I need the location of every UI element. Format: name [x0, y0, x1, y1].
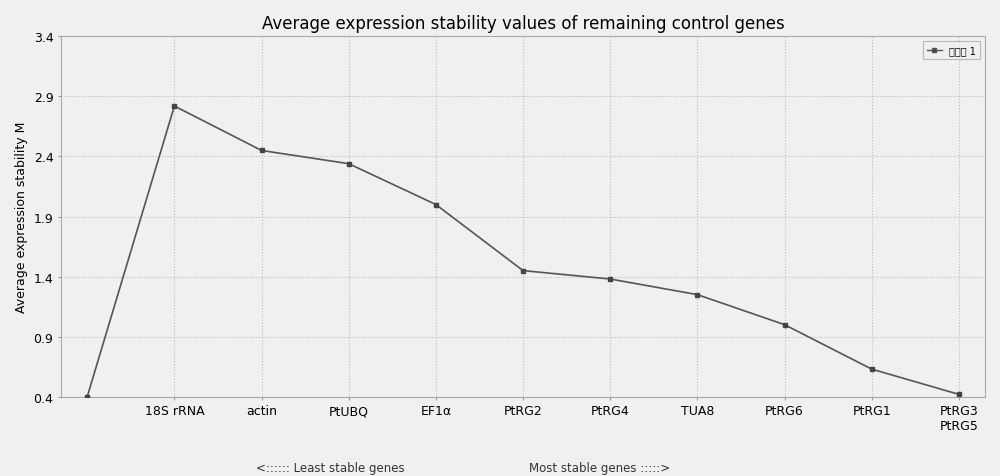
- Text: <:::::: Least stable genes: <:::::: Least stable genes: [256, 461, 404, 474]
- Legend: 稳定性 1: 稳定性 1: [923, 42, 980, 60]
- Y-axis label: Average expression stability M: Average expression stability M: [15, 121, 28, 313]
- Title: Average expression stability values of remaining control genes: Average expression stability values of r…: [262, 15, 784, 33]
- Text: Most stable genes :::::>: Most stable genes :::::>: [529, 461, 671, 474]
